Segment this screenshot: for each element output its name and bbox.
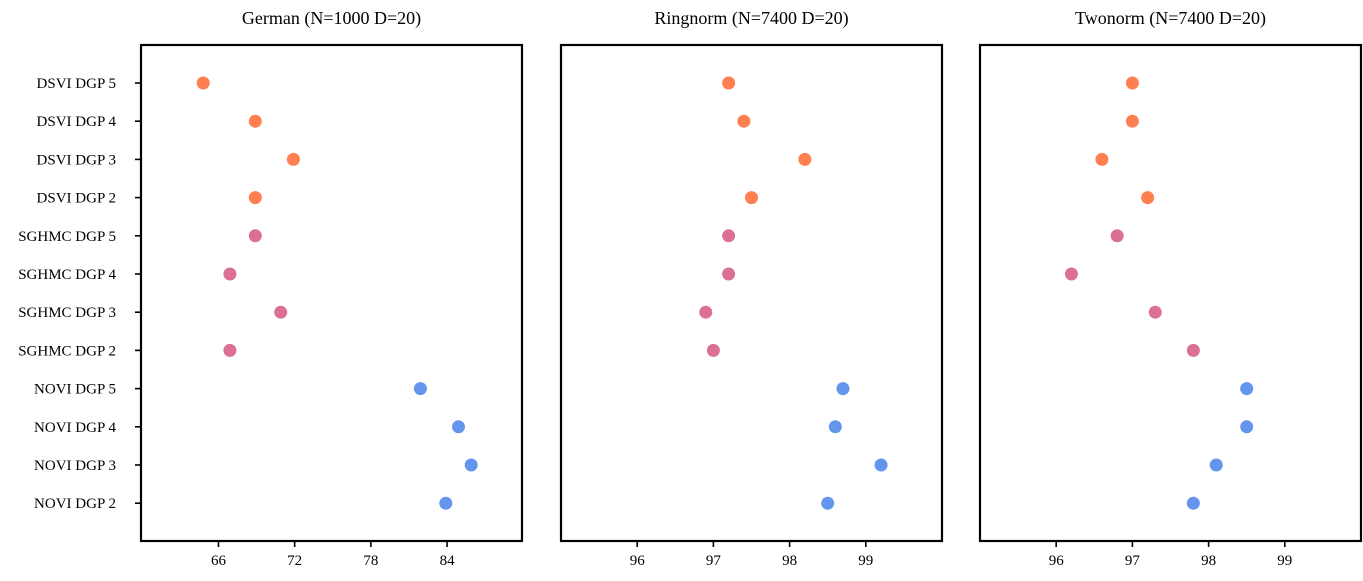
x-tick-label: 96 — [1049, 553, 1065, 569]
data-point — [1141, 191, 1155, 205]
x-tick-label: 99 — [858, 553, 873, 569]
data-point — [828, 420, 842, 434]
data-point — [722, 267, 736, 281]
x-tick-label: 98 — [1201, 553, 1216, 569]
plot-frame — [559, 43, 944, 543]
data-point — [706, 343, 720, 357]
data-point — [1240, 420, 1254, 434]
x-tick-label: 78 — [363, 553, 378, 569]
chart-title: German (N=1000 D=20) — [242, 8, 421, 29]
y-tick-label: SGHMC DGP 2 — [18, 343, 116, 359]
data-point — [1148, 305, 1162, 319]
data-point — [286, 152, 300, 166]
y-tick-label: DSVI DGP 4 — [37, 114, 117, 130]
data-point — [248, 114, 262, 128]
x-tick-label: 66 — [211, 553, 227, 569]
y-tick-label: SGHMC DGP 4 — [18, 267, 116, 283]
x-tick-label: 97 — [1125, 553, 1141, 569]
y-tick-label: DSVI DGP 5 — [37, 76, 116, 92]
y-tick-label: NOVI DGP 2 — [34, 496, 116, 512]
data-point — [248, 229, 262, 243]
data-point — [737, 114, 751, 128]
data-point — [699, 305, 713, 319]
y-tick-label: NOVI DGP 5 — [34, 382, 116, 398]
y-tick-label: DSVI DGP 3 — [37, 152, 116, 168]
data-point — [464, 458, 478, 472]
data-point — [196, 76, 210, 90]
data-point — [1064, 267, 1078, 281]
chart-panel-3: Twonorm (N=7400 D=20) 96 97 98 99 — [978, 8, 1363, 569]
chart-panel-1: German (N=1000 D=20) 66 72 78 84 DSVI DGP 5 DS… — [18, 8, 524, 569]
data-point — [223, 267, 237, 281]
data-point — [745, 191, 758, 205]
data-point — [1125, 114, 1139, 128]
x-tick-label: 84 — [440, 553, 456, 569]
data-point — [798, 152, 812, 166]
data-point — [836, 382, 850, 396]
data-point — [274, 305, 288, 319]
x-tick-label: 96 — [630, 553, 646, 569]
y-tick-label: NOVI DGP 3 — [34, 458, 116, 474]
data-point — [874, 458, 888, 472]
data-point — [1095, 152, 1109, 166]
x-tick-label: 98 — [782, 553, 797, 569]
y-tick-label: DSVI DGP 2 — [37, 191, 116, 207]
data-point — [1186, 496, 1200, 510]
chart-panel-2: Ringnorm (N=7400 D=20) 96 97 98 99 — [559, 8, 944, 569]
chart-title: Twonorm (N=7400 D=20) — [1075, 8, 1266, 29]
data-point — [1209, 458, 1223, 472]
y-tick-label: SGHMC DGP 5 — [18, 229, 116, 245]
y-tick-label: NOVI DGP 4 — [34, 420, 116, 436]
data-point — [1110, 229, 1124, 243]
plot-frame — [978, 43, 1363, 543]
x-tick-label: 99 — [1277, 553, 1292, 569]
data-point — [821, 496, 835, 510]
data-point — [413, 382, 427, 396]
data-point — [1125, 76, 1139, 90]
data-point — [248, 191, 262, 205]
data-point — [439, 496, 453, 510]
chart-title: Ringnorm (N=7400 D=20) — [654, 8, 848, 29]
data-point — [722, 76, 736, 90]
data-point — [722, 229, 736, 243]
data-point — [1240, 382, 1254, 396]
data-point — [223, 343, 237, 357]
plot-frame — [139, 43, 524, 543]
y-tick-label: SGHMC DGP 3 — [18, 305, 116, 321]
data-point — [1186, 343, 1200, 357]
x-tick-label: 97 — [706, 553, 722, 569]
data-point — [452, 420, 465, 434]
x-tick-label: 72 — [287, 553, 302, 569]
